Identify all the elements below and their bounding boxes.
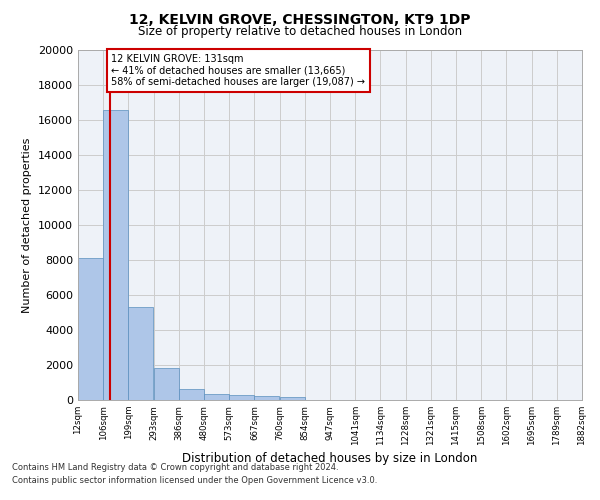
Text: 12, KELVIN GROVE, CHESSINGTON, KT9 1DP: 12, KELVIN GROVE, CHESSINGTON, KT9 1DP — [129, 12, 471, 26]
Text: Contains public sector information licensed under the Open Government Licence v3: Contains public sector information licen… — [12, 476, 377, 485]
Text: 12 KELVIN GROVE: 131sqm
← 41% of detached houses are smaller (13,665)
58% of sem: 12 KELVIN GROVE: 131sqm ← 41% of detache… — [112, 54, 365, 86]
Y-axis label: Number of detached properties: Number of detached properties — [22, 138, 32, 312]
Bar — [229, 395, 254, 400]
Bar — [154, 368, 179, 400]
Bar — [103, 110, 128, 400]
X-axis label: Distribution of detached houses by size in London: Distribution of detached houses by size … — [182, 452, 478, 465]
Bar — [78, 258, 103, 400]
Text: Contains HM Land Registry data © Crown copyright and database right 2024.: Contains HM Land Registry data © Crown c… — [12, 462, 338, 471]
Bar — [280, 397, 305, 400]
Bar — [204, 394, 229, 400]
Bar — [179, 388, 204, 400]
Text: Size of property relative to detached houses in London: Size of property relative to detached ho… — [138, 25, 462, 38]
Bar — [254, 396, 280, 400]
Bar — [128, 307, 154, 400]
